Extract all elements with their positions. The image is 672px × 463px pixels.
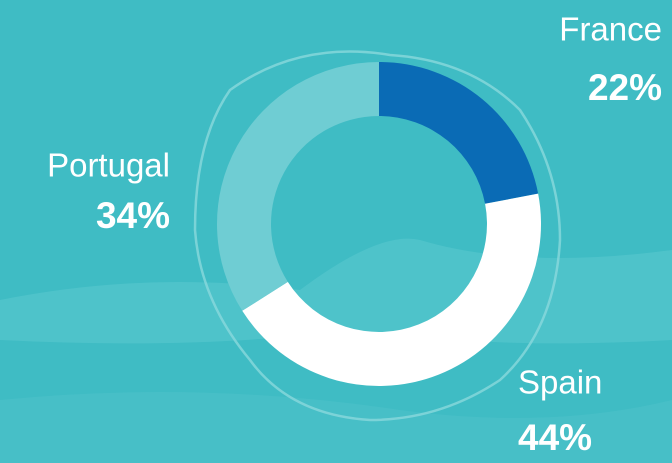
slice-value-label: 44% [518, 417, 592, 458]
donut-slice [242, 193, 542, 387]
slice-label: France [559, 11, 662, 48]
donut [216, 62, 542, 387]
slice-value-label: 34% [96, 195, 170, 236]
slice-label: Portugal [47, 147, 170, 184]
slice-value-label: 22% [588, 67, 662, 108]
donut-slice [379, 62, 539, 204]
donut-slice [216, 62, 379, 311]
slice-label: Spain [518, 364, 602, 401]
